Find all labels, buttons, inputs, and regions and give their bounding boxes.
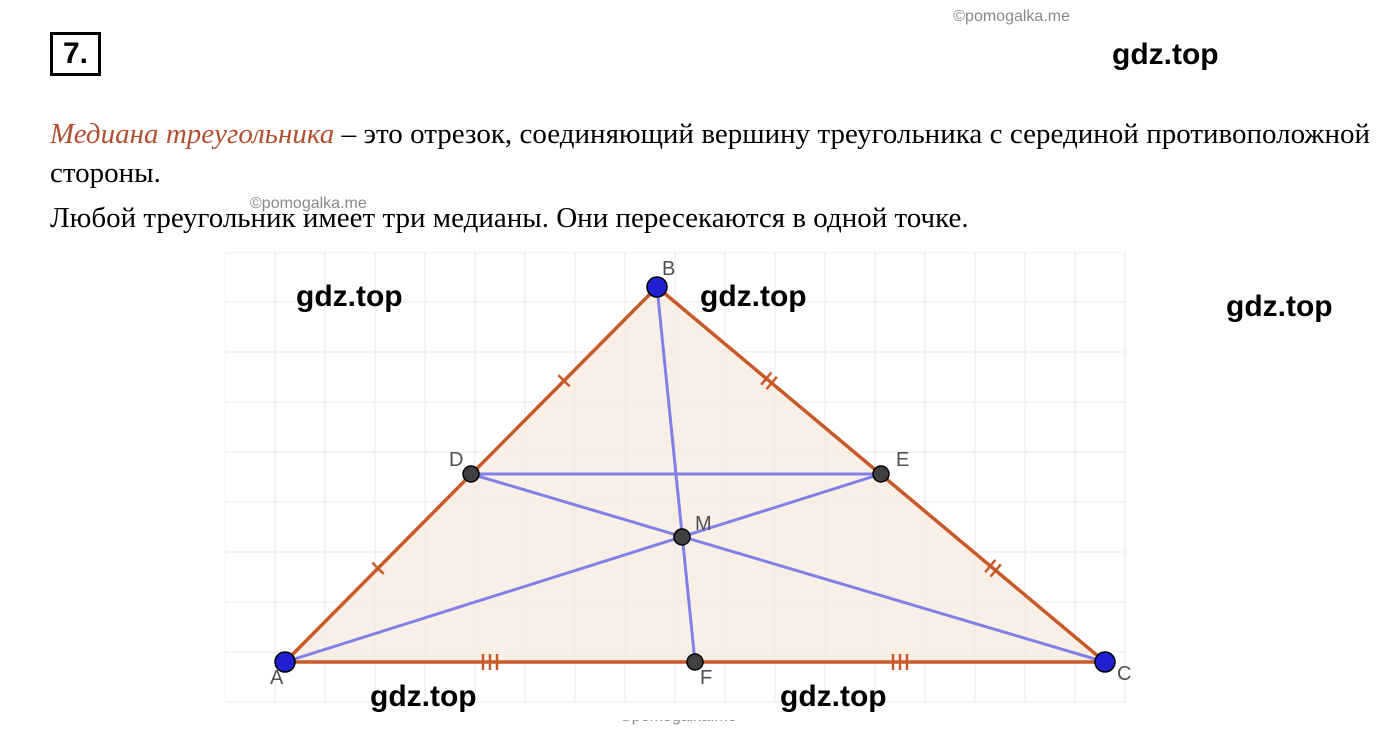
- svg-text:A: A: [270, 667, 284, 689]
- gdz-watermark: gdz.top: [780, 680, 887, 714]
- gdz-watermark: gdz.top: [370, 680, 477, 714]
- svg-text:M: M: [695, 513, 712, 535]
- copyright-watermark: ©pomogalka.me: [953, 8, 1070, 26]
- gdz-watermark: gdz.top: [700, 280, 807, 314]
- property-text: Любой треугольник имеет три медианы. Они…: [50, 202, 1370, 235]
- svg-text:E: E: [896, 449, 909, 471]
- triangle-svg: A B C D E F M: [225, 252, 1145, 720]
- svg-text:C: C: [1117, 663, 1131, 685]
- triangle-diagram: A B C D E F M: [225, 252, 1145, 720]
- term-text: Медиана треугольника: [50, 118, 334, 150]
- gdz-watermark: gdz.top: [296, 280, 403, 314]
- gdz-watermark: gdz.top: [1112, 38, 1219, 72]
- definition-block: Медиана треугольника – это отрезок, соед…: [50, 115, 1370, 193]
- svg-text:D: D: [449, 449, 463, 471]
- gdz-watermark: gdz.top: [1226, 290, 1333, 324]
- question-number: 7.: [50, 32, 101, 76]
- svg-text:F: F: [700, 667, 712, 689]
- svg-text:B: B: [662, 258, 675, 280]
